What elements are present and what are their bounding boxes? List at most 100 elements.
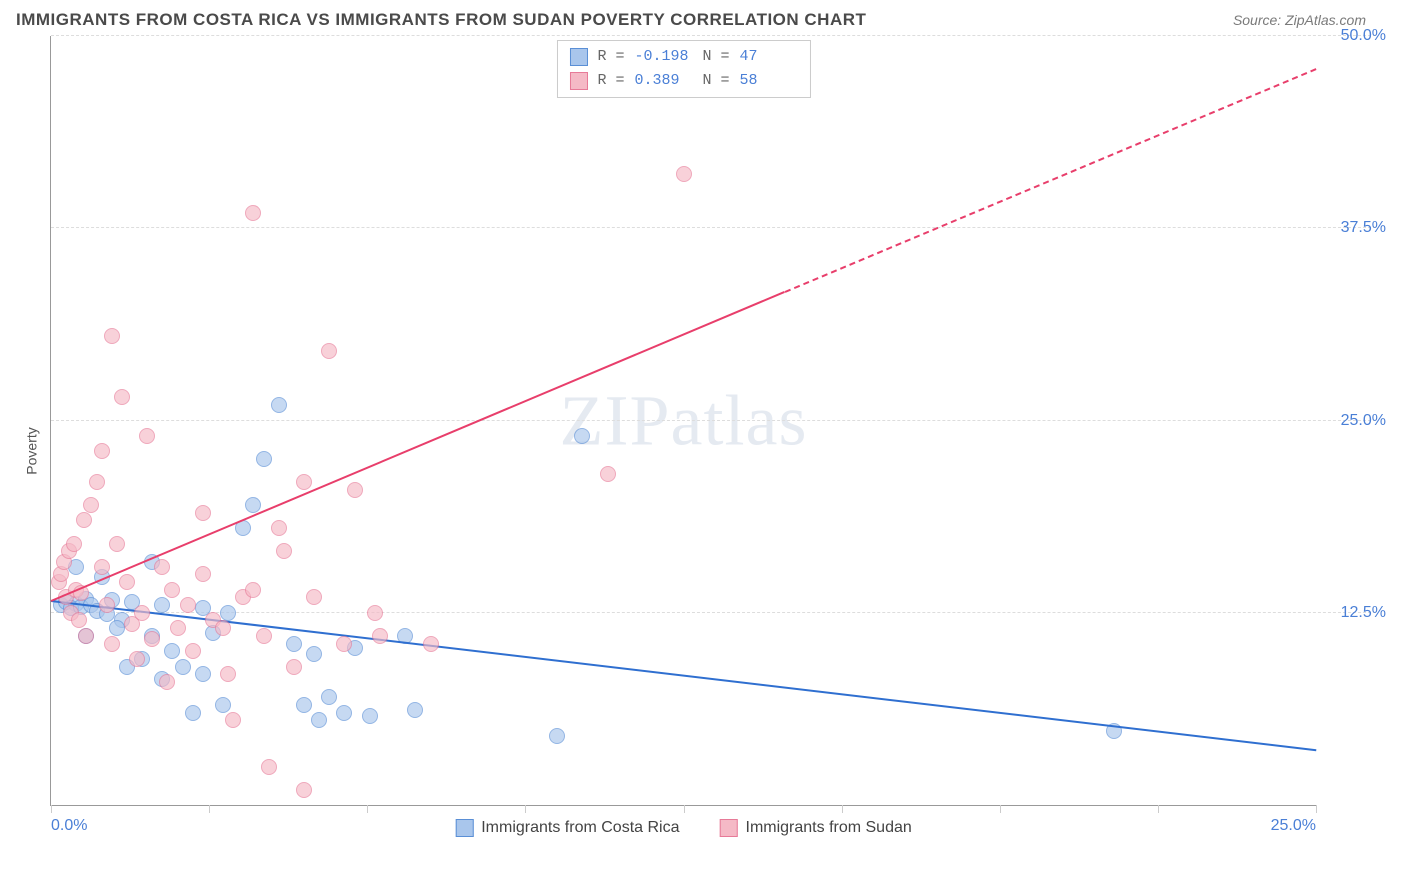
scatter-point bbox=[144, 631, 160, 647]
stat-n-label: N = bbox=[703, 45, 730, 69]
x-tick bbox=[1316, 805, 1317, 813]
x-tick bbox=[684, 805, 685, 813]
scatter-point bbox=[104, 328, 120, 344]
scatter-point bbox=[306, 589, 322, 605]
scatter-point bbox=[220, 605, 236, 621]
stat-n-value: 47 bbox=[740, 45, 798, 69]
source-attribution: Source: ZipAtlas.com bbox=[1233, 12, 1366, 28]
chart-title: IMMIGRANTS FROM COSTA RICA VS IMMIGRANTS… bbox=[16, 10, 866, 30]
trend-line bbox=[51, 600, 1316, 751]
scatter-point bbox=[362, 708, 378, 724]
correlation-stats-box: R = -0.198 N = 47 R = 0.389 N = 58 bbox=[556, 40, 810, 98]
scatter-point bbox=[220, 666, 236, 682]
scatter-point bbox=[347, 482, 363, 498]
scatter-point bbox=[89, 474, 105, 490]
x-tick bbox=[842, 805, 843, 813]
watermark: ZIPatlas bbox=[560, 379, 808, 462]
scatter-plot: ZIPatlas R = -0.198 N = 47 R = 0.389 N = 58… bbox=[50, 36, 1316, 806]
scatter-point bbox=[286, 636, 302, 652]
trend-line bbox=[51, 291, 786, 602]
scatter-point bbox=[256, 451, 272, 467]
scatter-point bbox=[276, 543, 292, 559]
scatter-point bbox=[185, 705, 201, 721]
scatter-point bbox=[215, 697, 231, 713]
scatter-point bbox=[271, 520, 287, 536]
legend-label: Immigrants from Costa Rica bbox=[481, 819, 679, 837]
gridline-horizontal bbox=[51, 227, 1376, 228]
scatter-point bbox=[119, 574, 135, 590]
legend-label: Immigrants from Sudan bbox=[745, 819, 911, 837]
scatter-point bbox=[215, 620, 231, 636]
scatter-point bbox=[94, 443, 110, 459]
scatter-point bbox=[78, 628, 94, 644]
gridline-horizontal bbox=[51, 612, 1376, 613]
gridline-horizontal bbox=[51, 35, 1376, 36]
scatter-point bbox=[99, 597, 115, 613]
scatter-point bbox=[195, 566, 211, 582]
stat-r-label: R = bbox=[597, 45, 624, 69]
scatter-point bbox=[134, 605, 150, 621]
scatter-point bbox=[423, 636, 439, 652]
scatter-point bbox=[256, 628, 272, 644]
scatter-point bbox=[676, 166, 692, 182]
scatter-point bbox=[170, 620, 186, 636]
scatter-point bbox=[154, 559, 170, 575]
y-axis-label: Poverty bbox=[24, 427, 40, 474]
scatter-point bbox=[164, 582, 180, 598]
x-tick-label: 0.0% bbox=[51, 817, 87, 835]
scatter-point bbox=[321, 689, 337, 705]
scatter-point bbox=[175, 659, 191, 675]
series-swatch bbox=[569, 48, 587, 66]
scatter-point bbox=[164, 643, 180, 659]
scatter-point bbox=[245, 497, 261, 513]
legend: Immigrants from Costa Rica Immigrants fro… bbox=[455, 819, 912, 837]
scatter-point bbox=[271, 397, 287, 413]
scatter-point bbox=[296, 474, 312, 490]
scatter-point bbox=[336, 705, 352, 721]
stat-r-label: R = bbox=[597, 69, 624, 93]
scatter-point bbox=[66, 536, 82, 552]
scatter-point bbox=[407, 702, 423, 718]
gridline-horizontal bbox=[51, 420, 1376, 421]
scatter-point bbox=[245, 205, 261, 221]
scatter-point bbox=[139, 428, 155, 444]
stat-n-label: N = bbox=[703, 69, 730, 93]
y-tick-label: 50.0% bbox=[1326, 27, 1386, 45]
scatter-point bbox=[195, 505, 211, 521]
stat-r-value: 0.389 bbox=[635, 69, 693, 93]
legend-swatch bbox=[455, 819, 473, 837]
trend-line bbox=[784, 68, 1316, 293]
x-tick bbox=[525, 805, 526, 813]
scatter-point bbox=[549, 728, 565, 744]
scatter-point bbox=[94, 559, 110, 575]
x-tick bbox=[367, 805, 368, 813]
stat-r-value: -0.198 bbox=[635, 45, 693, 69]
legend-swatch bbox=[719, 819, 737, 837]
series-swatch bbox=[569, 72, 587, 90]
scatter-point bbox=[286, 659, 302, 675]
scatter-point bbox=[154, 597, 170, 613]
scatter-point bbox=[372, 628, 388, 644]
scatter-point bbox=[83, 497, 99, 513]
scatter-point bbox=[225, 712, 241, 728]
scatter-point bbox=[296, 782, 312, 798]
scatter-point bbox=[195, 666, 211, 682]
scatter-point bbox=[180, 597, 196, 613]
legend-item: Immigrants from Costa Rica bbox=[455, 819, 679, 837]
x-tick-label: 25.0% bbox=[1271, 817, 1316, 835]
scatter-point bbox=[71, 612, 87, 628]
stat-n-value: 58 bbox=[740, 69, 798, 93]
scatter-point bbox=[296, 697, 312, 713]
x-tick bbox=[51, 805, 52, 813]
scatter-point bbox=[367, 605, 383, 621]
x-tick bbox=[209, 805, 210, 813]
scatter-point bbox=[261, 759, 277, 775]
scatter-point bbox=[311, 712, 327, 728]
stats-row: R = -0.198 N = 47 bbox=[569, 45, 797, 69]
scatter-point bbox=[321, 343, 337, 359]
x-tick bbox=[1158, 805, 1159, 813]
scatter-point bbox=[104, 636, 120, 652]
scatter-point bbox=[306, 646, 322, 662]
scatter-point bbox=[574, 428, 590, 444]
scatter-point bbox=[109, 536, 125, 552]
